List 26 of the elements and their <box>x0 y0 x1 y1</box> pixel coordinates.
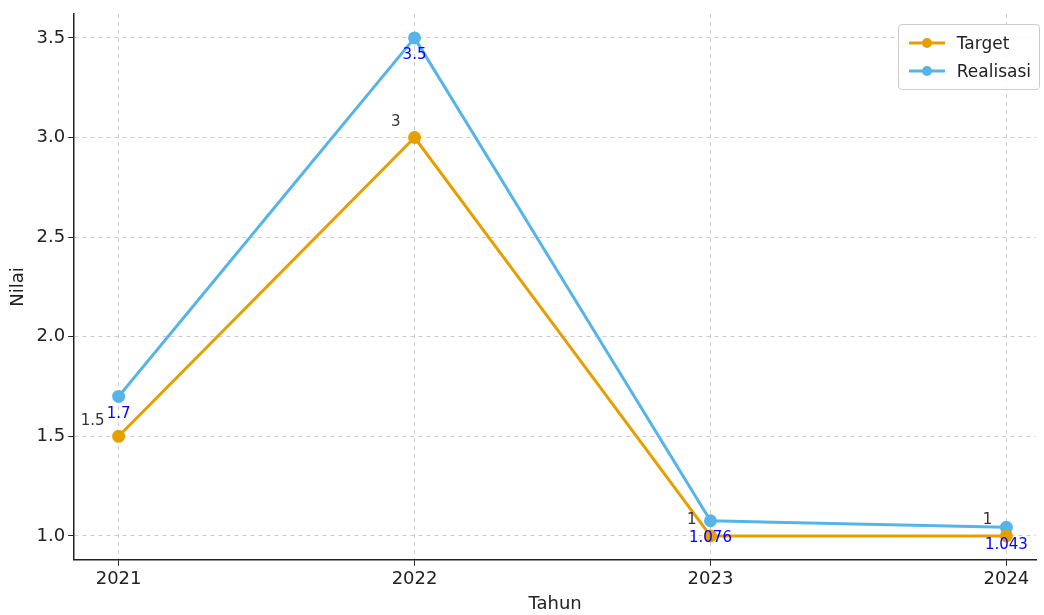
x-tick-label: 2023 <box>687 567 734 589</box>
data-label: 1.7 <box>106 403 131 422</box>
y-tick-label: 1.5 <box>36 423 66 445</box>
point <box>112 429 126 443</box>
y-tick-label: 2.5 <box>36 224 66 246</box>
data-label: 3 <box>391 111 401 130</box>
y-tick-label: 2.0 <box>36 324 66 346</box>
y-tick-label: 1.0 <box>36 523 66 545</box>
data-label: 3.5 <box>402 45 427 64</box>
y-tick-label: 3.5 <box>36 25 66 47</box>
point <box>703 514 717 528</box>
point <box>112 389 126 403</box>
data-label: 1 <box>686 510 697 529</box>
x-tick-label: 2024 <box>983 567 1030 589</box>
legend-label: Target <box>956 33 1010 53</box>
x-tick-label: 2021 <box>95 567 142 589</box>
x-tick-label: 2022 <box>391 567 438 589</box>
point <box>408 31 422 45</box>
legend-label: Realisasi <box>956 61 1031 81</box>
y-tick-label: 3.0 <box>36 125 66 147</box>
data-label: 1 <box>982 510 993 529</box>
point <box>408 131 422 144</box>
data-label: 1.043 <box>984 534 1028 553</box>
x-axis-title: Tahun <box>527 591 582 613</box>
data-label: 1.5 <box>80 410 105 429</box>
y-axis-title: Nilai <box>6 267 28 307</box>
